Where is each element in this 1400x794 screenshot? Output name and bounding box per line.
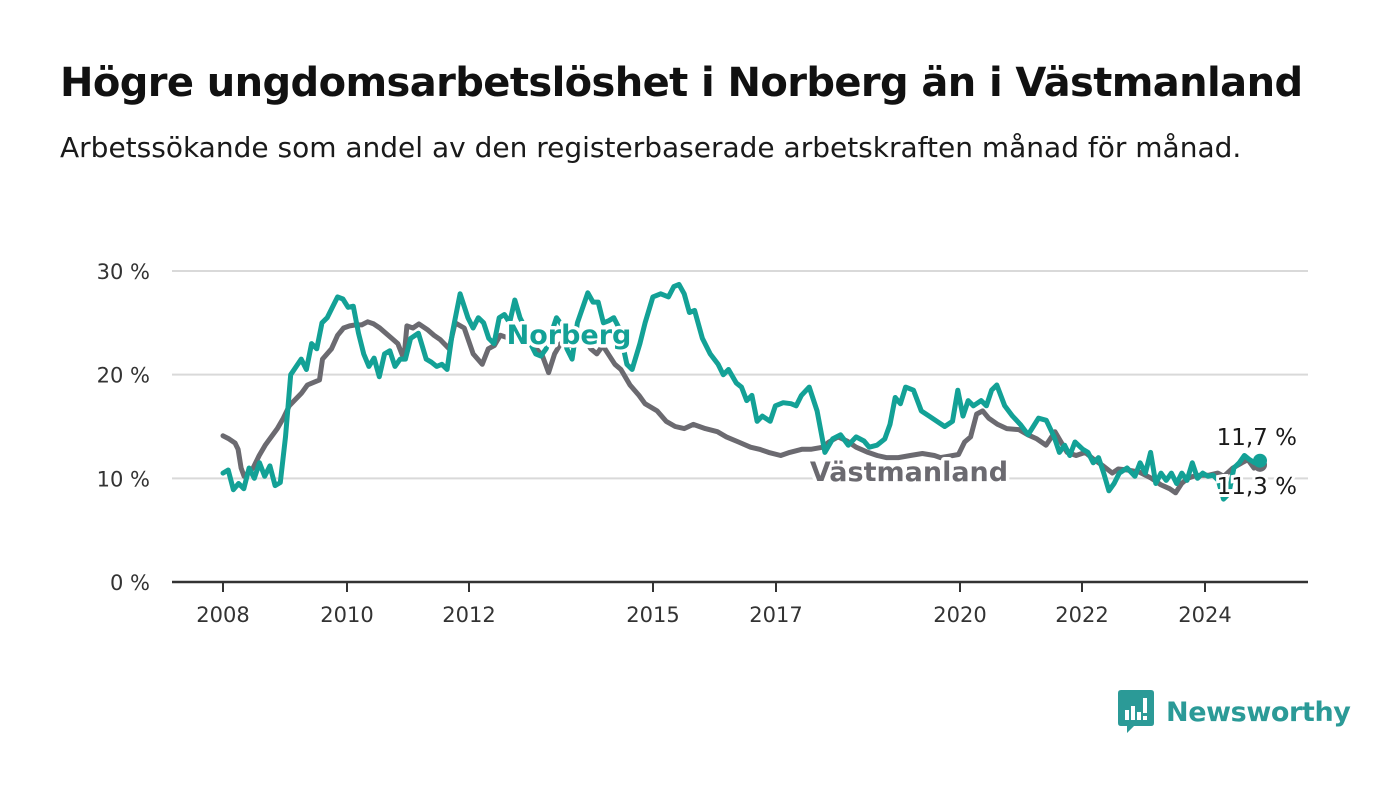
- chart-title: Högre ungdomsarbetslöshet i Norberg än i…: [60, 60, 1303, 106]
- y-tick-label: 30 %: [97, 260, 150, 284]
- x-tick-label: 2010: [320, 603, 373, 627]
- newsworthy-logo-icon: [1118, 690, 1154, 733]
- y-tick-label: 10 %: [97, 467, 150, 491]
- x-tick-label: 2012: [442, 603, 495, 627]
- x-tick-label: 2015: [626, 603, 679, 627]
- x-tick-label: 2020: [933, 603, 986, 627]
- y-tick-label: 0 %: [110, 571, 150, 595]
- brand-name: Newsworthy: [1166, 696, 1351, 728]
- x-tick-label: 2017: [749, 603, 802, 627]
- series-line-västmanland: [220, 319, 1263, 496]
- x-tick-label: 2008: [196, 603, 249, 627]
- x-tick-label: 2024: [1178, 603, 1231, 627]
- series-end-label: 11,7 %: [1217, 425, 1297, 451]
- axes: 0 % 10 % 20 % 30 % 2008 2010 2012 2015 2017 2020 2…: [97, 260, 1308, 627]
- series-line-norberg: [220, 282, 1263, 502]
- chart-subtitle: Arbetssökande som andel av den registerb…: [60, 131, 1242, 164]
- series-name-label: Norberg: [507, 320, 632, 351]
- series-labels: Västmanland Norberg 11,7 % 11,3 %: [503, 317, 1300, 504]
- series-name-label: Västmanland: [810, 457, 1008, 488]
- series-end-label: 11,3 %: [1217, 474, 1297, 500]
- series-end-marker: [1253, 453, 1267, 468]
- brand-logo: Newsworthy: [1118, 690, 1351, 734]
- y-tick-label: 20 %: [97, 364, 150, 388]
- series-lines: [220, 282, 1267, 502]
- x-tick-label: 2022: [1055, 603, 1108, 627]
